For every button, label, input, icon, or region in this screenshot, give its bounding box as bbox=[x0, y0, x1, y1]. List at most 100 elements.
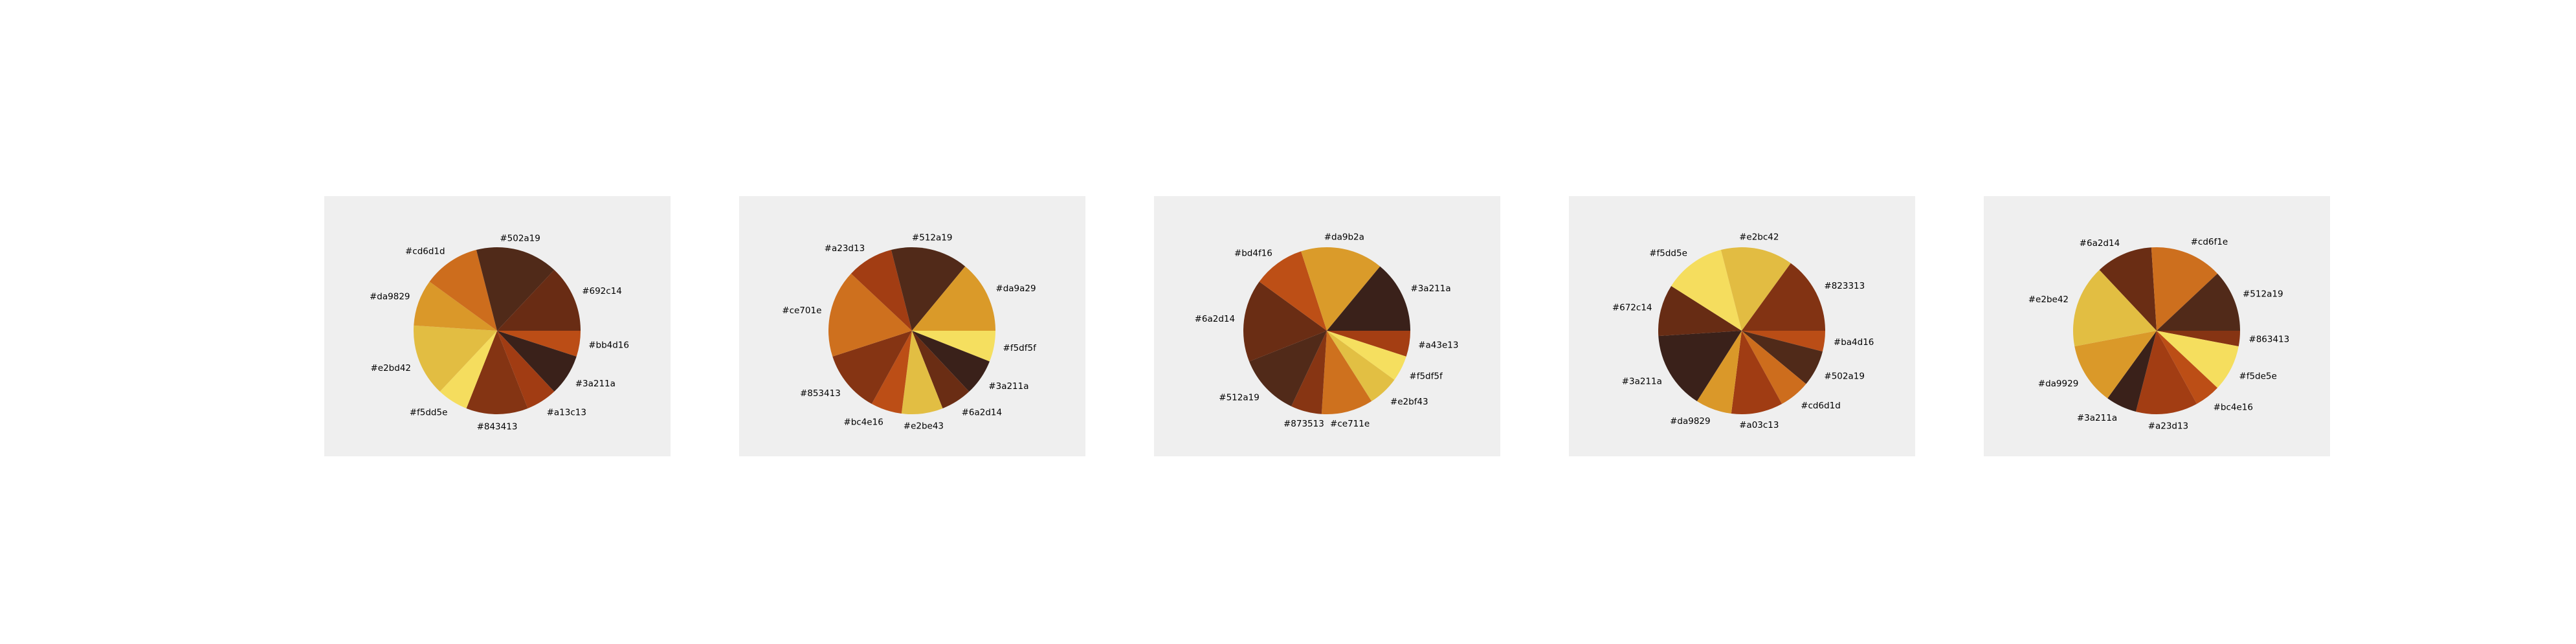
pie-panel-2: #f5df5f #3a211a #6a2d14 #e2be43 #bc4e16 #8534… bbox=[739, 196, 1085, 456]
pie-slice bbox=[1720, 247, 1791, 331]
pie-slice bbox=[832, 331, 912, 405]
pie-chart-1: #bb4d16 #3a211a #a13c13 #843413 #f5dd5e #e2bd… bbox=[370, 234, 629, 432]
pie-slice bbox=[850, 250, 912, 331]
slice-label: #cd6d1d bbox=[1801, 401, 1841, 411]
pie-slice bbox=[1671, 250, 1742, 331]
slice-label: #f5dd5e bbox=[410, 407, 448, 417]
slice-label: #672c14 bbox=[1612, 302, 1652, 313]
slice-label: #6a2d14 bbox=[1195, 314, 1236, 324]
slice-label: #bc4e16 bbox=[2214, 403, 2253, 413]
pie-panel-1: #bb4d16 #3a211a #a13c13 #843413 #f5dd5e #e2bd… bbox=[324, 196, 671, 456]
pie-panel-5: #863413 #f5de5e #bc4e16 #a23d13 #3a211a #da99… bbox=[1984, 196, 2330, 456]
slice-label: #e2be43 bbox=[904, 421, 944, 431]
pie-chart-5: #863413 #f5de5e #bc4e16 #a23d13 #3a211a #da99… bbox=[2028, 237, 2290, 431]
pie-panel-3: #a43e13 #f5df5f #e2bf43 #ce711e #873513 #512a… bbox=[1154, 196, 1500, 456]
pie-slice bbox=[891, 247, 966, 331]
pie-slice bbox=[2151, 247, 2218, 331]
slice-label: #f5df5f bbox=[1003, 343, 1038, 353]
pie-chart-4: #ba4d16 #502a19 #cd6d1d #a03c13 #da9829 #3a21… bbox=[1612, 232, 1874, 431]
pie-slice bbox=[2072, 269, 2157, 347]
pie-slice bbox=[901, 331, 943, 414]
pie-slice bbox=[1327, 266, 1410, 331]
pie-slice bbox=[2157, 331, 2218, 405]
slice-label: #3a211a bbox=[2077, 413, 2117, 423]
slice-label: #823313 bbox=[1824, 281, 1865, 291]
slice-label: #502a19 bbox=[1824, 371, 1865, 381]
slice-label: #a13c13 bbox=[547, 407, 586, 417]
slice-label: #e2bf43 bbox=[1390, 397, 1428, 407]
pie-slice bbox=[912, 331, 970, 408]
slice-label: #512a19 bbox=[912, 232, 953, 243]
slice-label: #da9a29 bbox=[995, 283, 1036, 294]
slice-label: #cd6f1e bbox=[2191, 237, 2228, 247]
slice-label: #e2bc42 bbox=[1739, 232, 1779, 243]
pie-slice bbox=[1731, 331, 1782, 414]
pie-slice bbox=[466, 331, 528, 414]
slice-label: #843413 bbox=[477, 422, 518, 432]
pie-slice bbox=[2157, 331, 2240, 347]
pie-slice bbox=[1259, 251, 1327, 331]
slice-label: #f5dd5e bbox=[1649, 248, 1687, 258]
slice-label: #3a211a bbox=[1622, 376, 1662, 386]
pie-slice bbox=[1742, 331, 1806, 405]
pie-slice bbox=[1742, 331, 1823, 384]
pie-slice bbox=[1301, 247, 1381, 331]
pie-slice bbox=[1327, 331, 1406, 380]
pie-slice bbox=[912, 266, 995, 331]
slice-label: #a23d13 bbox=[825, 243, 865, 254]
pie-slice bbox=[2135, 331, 2197, 415]
slice-label: #512a19 bbox=[1219, 392, 1260, 403]
pie-slice bbox=[871, 331, 912, 414]
pie-slice bbox=[429, 250, 497, 331]
pie-slice bbox=[912, 331, 995, 362]
pie-slice bbox=[912, 331, 990, 392]
pie-slice bbox=[1243, 282, 1327, 362]
slice-label: #da9829 bbox=[370, 292, 410, 302]
slice-label: #863413 bbox=[2248, 335, 2289, 345]
pie-slice bbox=[1696, 331, 1742, 414]
slice-label: #6a2d14 bbox=[962, 407, 1003, 417]
pie-slice bbox=[439, 331, 497, 408]
slice-label: #da9b2a bbox=[1324, 232, 1364, 243]
pie-slice bbox=[1742, 331, 1825, 352]
pie-slice bbox=[414, 282, 497, 331]
slice-label: #a23d13 bbox=[2148, 421, 2189, 431]
pie-slice bbox=[1291, 331, 1327, 414]
pie-slice bbox=[1327, 331, 1410, 357]
slice-label: #da9829 bbox=[1670, 416, 1711, 427]
slice-label: #6a2d14 bbox=[2080, 238, 2120, 249]
pie-slice bbox=[1321, 331, 1372, 415]
slice-label: #a43e13 bbox=[1418, 340, 1458, 350]
slice-label: #bd4f16 bbox=[1234, 248, 1272, 258]
slice-label: #bc4e16 bbox=[843, 417, 883, 428]
slice-label: #ba4d16 bbox=[1834, 337, 1874, 348]
pie-slice bbox=[1742, 263, 1825, 331]
slice-label: #853413 bbox=[800, 388, 841, 399]
slice-label: #ce711e bbox=[1330, 419, 1370, 429]
slice-label: #f5df5f bbox=[1409, 371, 1443, 381]
pie-slice bbox=[497, 269, 581, 331]
pie-slice bbox=[1658, 331, 1742, 401]
slice-label: #da9929 bbox=[2038, 379, 2079, 389]
slice-label: #502a19 bbox=[500, 234, 540, 244]
pie-slice bbox=[2099, 247, 2157, 331]
pie-slice bbox=[497, 331, 577, 392]
slice-label: #cd6d1d bbox=[405, 247, 445, 257]
slice-label: #873513 bbox=[1283, 419, 1324, 429]
pie-slice bbox=[2107, 331, 2157, 412]
slice-label: #e2be42 bbox=[2028, 294, 2069, 305]
slice-label: #3a211a bbox=[1410, 283, 1450, 294]
pie-slice bbox=[1327, 331, 1395, 401]
slice-label: #3a211a bbox=[575, 379, 616, 389]
pie-chart-2: #f5df5f #3a211a #6a2d14 #e2be43 #bc4e16 #8534… bbox=[782, 232, 1038, 431]
pie-slice bbox=[497, 331, 555, 408]
slice-label: #512a19 bbox=[2243, 289, 2283, 299]
pie-slice bbox=[2157, 331, 2239, 388]
pie-slice bbox=[1658, 285, 1742, 337]
pie-slice bbox=[413, 325, 497, 392]
pie-slice bbox=[2074, 331, 2157, 399]
slice-label: #692c14 bbox=[582, 286, 622, 296]
slice-label: #ce701e bbox=[782, 305, 821, 316]
pie-chart-3: #a43e13 #f5df5f #e2bf43 #ce711e #873513 #512a… bbox=[1195, 232, 1459, 430]
pie-slice bbox=[476, 247, 555, 331]
